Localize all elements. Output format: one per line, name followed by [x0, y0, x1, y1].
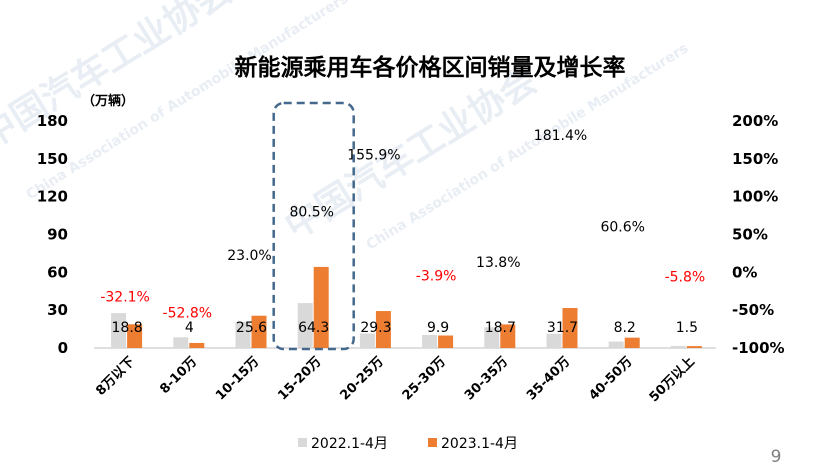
bar-2023	[313, 266, 329, 348]
watermark: 中国汽车工业协会 China Association of Automobile…	[0, 0, 691, 253]
x-tick-label: 25-30万	[400, 354, 449, 403]
y-tick-label: 90	[47, 226, 68, 244]
growth-rate-label: 23.0%	[227, 248, 271, 264]
bar-2023	[189, 342, 205, 348]
highlight-box	[272, 101, 355, 351]
growth-rate-label: 13.8%	[476, 255, 520, 271]
chart-title: 新能源乘用车各价格区间销量及增长率	[235, 54, 626, 81]
bar-2022	[546, 333, 562, 348]
bar-value-label: 18.7	[485, 320, 516, 336]
growth-rate-label: -3.9%	[416, 268, 457, 284]
x-tick-label: 20-25万	[338, 354, 387, 403]
legend-swatch-2022	[298, 438, 307, 447]
bar-2023	[438, 335, 454, 348]
growth-rate-label: -5.8%	[665, 270, 706, 286]
growth-rate-label: -52.8%	[163, 305, 213, 321]
y2-tick-label: 200%	[732, 112, 778, 130]
bar-value-label: 1.5	[676, 320, 698, 336]
x-tick-label: 8-10万	[157, 354, 200, 397]
x-tick-label: 15-20万	[275, 354, 324, 403]
bar-2022	[297, 303, 313, 348]
bar-2022	[484, 327, 500, 348]
growth-rate-label: -32.1%	[100, 290, 150, 306]
x-tick-label: 40-50万	[586, 354, 635, 403]
growth-labels: -32.1% -52.8% 23.0% 80.5% 155.9% -3.9% 13.8% 18…	[100, 128, 705, 321]
y2-tick-label: 50%	[732, 226, 768, 244]
bar-2023	[127, 324, 143, 348]
bar-value-label: 4	[185, 320, 194, 336]
growth-rate-label: 155.9%	[347, 147, 400, 163]
bar-2022	[422, 335, 438, 348]
legend-swatch-2023	[428, 438, 437, 447]
bar-value-label: 29.3	[360, 320, 391, 336]
x-tick-label: 30-35万	[462, 354, 511, 403]
bar-value-label: 64.3	[298, 320, 329, 336]
bar-value-label: 31.7	[547, 320, 578, 336]
bar-2023	[686, 346, 702, 348]
y2-tick-label: -50%	[732, 301, 774, 319]
x-tick-label: 8万以下	[93, 354, 138, 399]
legend-label-2022: 2022.1-4月	[311, 436, 388, 452]
x-tick-label: 10-15万	[213, 354, 262, 403]
bar-2022	[111, 313, 127, 348]
growth-rate-label: 181.4%	[534, 128, 587, 144]
x-tick-label: 35-40万	[524, 354, 573, 403]
page-number: 9	[771, 447, 782, 467]
y2-tick-label: -100%	[732, 339, 785, 357]
growth-rate-label: 80.5%	[289, 204, 333, 220]
growth-rate-label: 60.6%	[600, 219, 644, 235]
y2-tick-label: 0%	[732, 263, 757, 281]
bar-value-label: 9.9	[427, 320, 449, 336]
bar-2022	[235, 321, 251, 348]
y-tick-label: 30	[47, 301, 68, 319]
bar-2023	[562, 308, 578, 348]
bar-2023	[251, 315, 267, 348]
y-axis-unit: （万辆）	[82, 93, 134, 109]
bar-2022	[670, 345, 686, 348]
y2-tick-label: 150%	[732, 150, 778, 168]
y-tick-label: 180	[37, 112, 68, 130]
bar-value-label: 25.6	[236, 320, 267, 336]
bars	[111, 266, 702, 348]
x-tick-label: 50万以上	[647, 354, 698, 405]
x-axis-labels: 8万以下 8-10万 10-15万 15-20万 20-25万 25-30万 30-35万 3…	[93, 354, 697, 405]
y-axis-left: 0 30 60 90 120 150 180	[37, 112, 68, 357]
bar-value-label: 18.8	[112, 320, 143, 336]
y2-tick-label: 100%	[732, 188, 778, 206]
bar-2022	[608, 341, 624, 348]
legend: 2022.1-4月 2023.1-4月	[298, 436, 518, 452]
bar-2023	[624, 337, 640, 348]
bar-labels: 18.8 4 25.6 64.3 29.3 9.9 18.7 31.7 8.2 1.5	[112, 320, 699, 336]
bar-2023	[375, 311, 391, 348]
y-tick-label: 60	[47, 263, 68, 281]
bar-2022	[173, 337, 189, 348]
bar-2023	[500, 324, 516, 348]
legend-label-2023: 2023.1-4月	[441, 436, 518, 452]
y-axis-right: -100% -50% 0% 50% 100% 150% 200%	[732, 112, 785, 357]
y-tick-label: 150	[37, 150, 68, 168]
bar-2022	[359, 333, 375, 348]
y-tick-label: 0	[58, 339, 68, 357]
bar-value-label: 8.2	[614, 320, 636, 336]
y-tick-label: 120	[37, 188, 68, 206]
